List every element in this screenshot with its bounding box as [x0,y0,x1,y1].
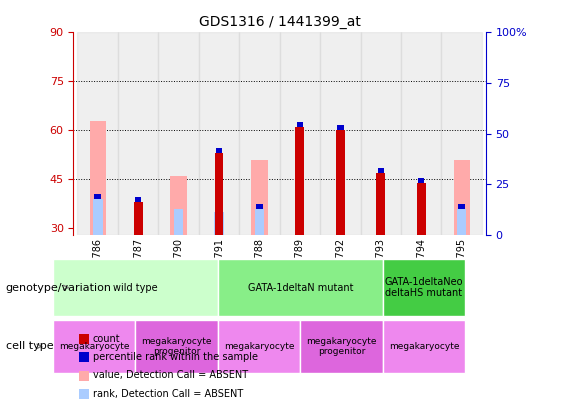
Bar [93,199,103,235]
Bar [337,126,344,130]
Text: megakaryocyte: megakaryocyte [389,342,459,351]
Text: cell type: cell type [6,341,53,351]
Bar [173,209,184,235]
Bar [441,32,482,235]
Bar [454,160,470,235]
Bar [336,130,345,235]
Bar [134,202,142,235]
Bar [401,32,441,235]
Bar [256,204,263,209]
Bar [297,122,303,127]
Text: count: count [93,334,120,344]
Bar [158,32,199,235]
Bar [457,209,467,235]
Bar [215,153,224,235]
Text: megakaryocyte: megakaryocyte [224,342,294,351]
Text: megakaryocyte
progenitor: megakaryocyte progenitor [306,337,377,356]
Bar [239,32,280,235]
Bar [376,173,385,235]
Bar [320,32,360,235]
Bar [135,197,141,202]
Bar [199,32,239,235]
Bar [418,178,424,183]
Bar [171,176,186,235]
Bar [255,209,264,235]
Text: GATA-1deltaN mutant: GATA-1deltaN mutant [247,283,353,292]
Bar [118,32,158,235]
Bar [295,127,305,235]
Bar [94,194,101,199]
Text: rank, Detection Call = ABSENT: rank, Detection Call = ABSENT [93,389,243,399]
Title: GDS1316 / 1441399_at: GDS1316 / 1441399_at [199,15,360,29]
Bar [280,32,320,235]
Bar [216,148,222,153]
Text: genotype/variation: genotype/variation [6,283,112,292]
Bar [251,160,268,235]
Bar [214,212,224,235]
Bar [417,183,425,235]
Text: value, Detection Call = ABSENT: value, Detection Call = ABSENT [93,371,248,380]
Text: wild type: wild type [113,283,158,292]
Bar [90,121,106,235]
Text: megakaryocyte: megakaryocyte [59,342,129,351]
Text: percentile rank within the sample: percentile rank within the sample [93,352,258,362]
Text: megakaryocyte
progenitor: megakaryocyte progenitor [141,337,212,356]
Bar [377,168,384,173]
Text: GATA-1deltaNeo
deltaHS mutant: GATA-1deltaNeo deltaHS mutant [385,277,463,298]
Bar [77,32,118,235]
Bar [458,204,465,209]
Bar [360,32,401,235]
